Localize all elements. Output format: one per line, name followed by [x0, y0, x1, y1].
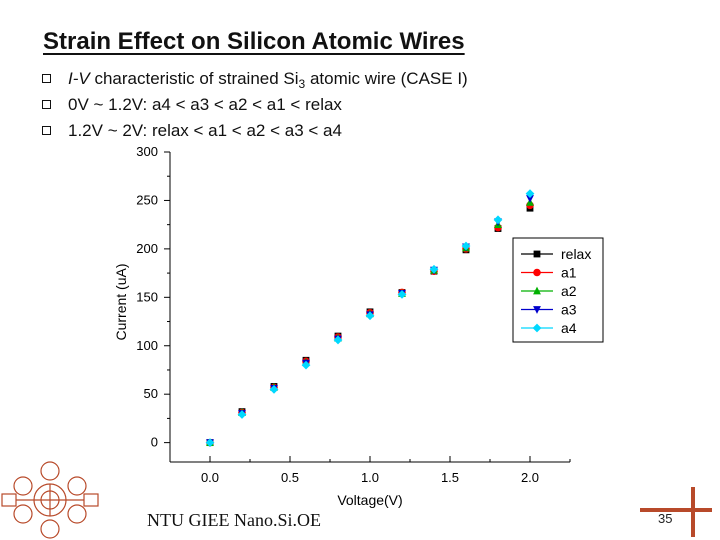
- bullet-item: 1.2V ~ 2V: relax < a1 < a2 < a3 < a4: [40, 118, 468, 144]
- footer-text: NTU GIEE Nano.Si.OE: [147, 510, 321, 530]
- data-point-a4: [205, 438, 215, 448]
- bullet-list: I-V characteristic of strained Si3 atomi…: [40, 66, 468, 144]
- y-tick-label: 100: [136, 338, 158, 353]
- y-tick-label: 150: [136, 289, 158, 304]
- bullet-item: 0V ~ 1.2V: a4 < a3 < a2 < a1 < relax: [40, 92, 468, 118]
- legend-label: a2: [561, 283, 577, 299]
- y-tick-label: 50: [144, 386, 158, 401]
- y-tick-label: 0: [151, 435, 158, 450]
- x-tick-label: 0.5: [281, 470, 299, 485]
- data-point-a4: [333, 335, 343, 345]
- legend-label: relax: [561, 246, 591, 262]
- y-axis-label: Current (uA): [113, 263, 129, 340]
- bullet-text: characteristic of strained Si: [89, 69, 299, 88]
- legend-label: a3: [561, 302, 577, 318]
- legend-marker-a3: [533, 306, 541, 314]
- accent-horizontal-line: [640, 508, 712, 512]
- x-tick-label: 2.0: [521, 470, 539, 485]
- y-tick-label: 200: [136, 241, 158, 256]
- legend-marker-a4: [532, 323, 542, 333]
- slide-title: Strain Effect on Silicon Atomic Wires: [43, 28, 465, 55]
- bullet-subscript: 3: [298, 77, 306, 91]
- bullet-text: 0V ~ 1.2V: a4 < a3 < a2 < a1 < relax: [68, 95, 342, 114]
- data-point-a3: [526, 195, 534, 203]
- data-point-a4: [237, 410, 247, 419]
- legend-label: a1: [561, 265, 577, 281]
- y-tick-label: 300: [136, 144, 158, 159]
- bullet-text: 1.2V ~ 2V: relax < a1 < a2 < a3 < a4: [68, 121, 342, 140]
- bullet-emphasis: I-V: [68, 69, 90, 88]
- legend-marker-relax: [533, 250, 541, 258]
- data-point-a4: [301, 360, 311, 370]
- legend-label: a4: [561, 320, 577, 336]
- page-number: 35: [658, 511, 673, 526]
- square-bullet-icon: [42, 126, 51, 135]
- data-point-a4: [461, 241, 471, 251]
- bullet-text-end: atomic wire (CASE I): [305, 69, 468, 88]
- x-tick-label: 0.0: [201, 470, 219, 485]
- institution-seal-icon: [1, 461, 99, 539]
- data-point-a4: [269, 384, 279, 394]
- bullet-item: I-V characteristic of strained Si3 atomi…: [40, 66, 468, 92]
- legend-marker-a2: [533, 286, 541, 295]
- data-point-a4: [397, 290, 407, 299]
- x-axis-label: Voltage(V): [337, 492, 402, 508]
- data-point-a4: [365, 311, 375, 321]
- x-tick-label: 1.5: [441, 470, 459, 485]
- data-point-a4: [429, 264, 439, 274]
- accent-vertical-line: [691, 487, 695, 537]
- legend-box: [512, 237, 604, 343]
- x-tick-label: 1.0: [361, 470, 379, 485]
- square-bullet-icon: [42, 74, 51, 83]
- data-point-a4: [493, 215, 503, 225]
- square-bullet-icon: [42, 100, 51, 109]
- data-point-a4: [525, 189, 535, 199]
- y-tick-label: 250: [136, 192, 158, 207]
- legend-marker-a1: [533, 268, 541, 277]
